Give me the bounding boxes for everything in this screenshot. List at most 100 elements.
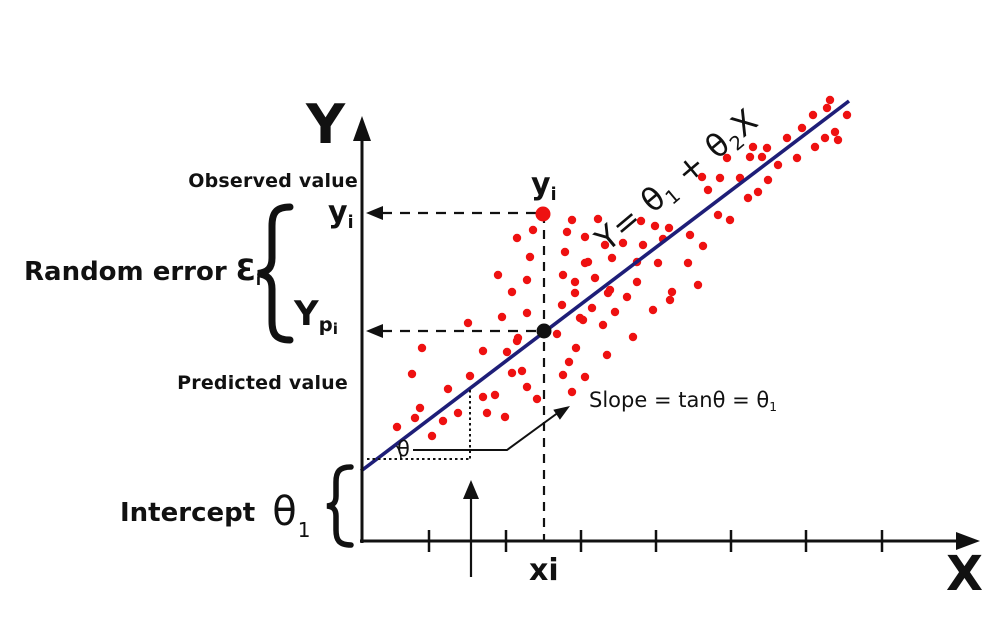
scatter-dot — [453, 408, 463, 418]
epsilon-subscript: i — [255, 270, 262, 289]
y-axis-arrowhead — [353, 116, 371, 141]
scatter-dot — [745, 152, 755, 162]
slope-label: Slope = tanθ = θ1 — [589, 388, 777, 413]
scatter-dot — [753, 187, 763, 197]
scatter-dot — [822, 103, 832, 113]
slope-text: Slope = tanθ = θ — [589, 388, 770, 412]
scatter-dot — [507, 287, 517, 297]
epsilon-symbol: Ɛ — [235, 253, 256, 287]
scatter-dot — [715, 173, 725, 183]
scatter-dot — [773, 160, 783, 170]
scatter-dot — [522, 382, 532, 392]
scatter-dot — [463, 318, 473, 328]
observed-point — [535, 206, 551, 222]
scatter-dot — [557, 300, 567, 310]
scatter-dot — [797, 123, 807, 133]
scatter-dot — [478, 346, 488, 356]
scatter-dot — [525, 252, 535, 262]
scatter-dot — [820, 133, 830, 143]
predicted-point — [536, 323, 552, 339]
scatter-dot — [667, 287, 677, 297]
theta-angle-label: θ — [397, 437, 410, 461]
scatter-dot — [632, 277, 642, 287]
scatter-dot — [522, 275, 532, 285]
scatter-dot — [697, 172, 707, 182]
random-error-brace — [257, 203, 294, 344]
yi-axis-label: yi — [328, 195, 354, 232]
scatter-dot — [810, 142, 820, 152]
scatter-points — [392, 95, 852, 441]
scatter-dot — [590, 273, 600, 283]
scatter-dot — [490, 390, 500, 400]
scatter-dot — [618, 238, 628, 248]
scatter-dot — [528, 225, 538, 235]
scatter-dot — [622, 292, 632, 302]
scatter-dot — [497, 312, 507, 322]
yp-axis-label: Ypi — [294, 294, 338, 337]
scatter-dot — [713, 210, 723, 220]
scatter-dot — [522, 308, 532, 318]
scatter-dot — [648, 305, 658, 315]
scatter-dot — [748, 142, 758, 152]
yp-subsubscript: i — [332, 320, 338, 339]
scatter-dot — [558, 370, 568, 380]
intercept-theta-subscript: 1 — [297, 518, 311, 542]
slope-arrowhead — [553, 406, 570, 420]
x-axis-arrowhead — [956, 532, 980, 550]
scatter-dot — [417, 343, 427, 353]
scatter-dot — [570, 277, 580, 287]
scatter-dot — [478, 392, 488, 402]
scatter-dot — [507, 368, 517, 378]
scatter-dot — [482, 408, 492, 418]
yi-point-label: yi — [531, 170, 557, 204]
scatter-dot — [693, 280, 703, 290]
yi-axis-subscript: i — [347, 212, 354, 233]
scatter-dot — [465, 371, 475, 381]
scatter-dot — [703, 185, 713, 195]
scatter-dot — [603, 288, 613, 298]
scatter-dot — [628, 332, 638, 342]
yi-axis-main: y — [328, 195, 348, 230]
scatter-dot — [743, 193, 753, 203]
theta-angle-arc — [395, 445, 402, 460]
observed-value-label: Observed value — [188, 170, 358, 192]
scatter-dot — [593, 214, 603, 224]
scatter-dot — [763, 175, 773, 185]
scatter-dot — [567, 387, 577, 397]
yp-main: Y — [294, 294, 319, 334]
intercept-brace — [326, 464, 354, 548]
scatter-dot — [392, 422, 402, 432]
scatter-dot — [685, 230, 695, 240]
scatter-dot — [513, 333, 523, 343]
scatter-dot — [517, 366, 527, 376]
regression-line — [359, 99, 851, 473]
scatter-dot — [580, 232, 590, 242]
scatter-dot — [842, 110, 852, 120]
x-axis-ticks — [427, 530, 884, 552]
scatter-dot — [782, 133, 792, 143]
scatter-dot — [438, 416, 448, 426]
yi-subscript: i — [550, 184, 557, 205]
scatter-dot — [762, 143, 772, 153]
xi-label: xi — [529, 553, 559, 588]
intercept-pointer-arrowhead — [463, 480, 479, 499]
scatter-dot — [571, 343, 581, 353]
scatter-dot — [407, 369, 417, 379]
scatter-dot — [558, 270, 568, 280]
scatter-dot — [578, 315, 588, 325]
predicted-arrowhead — [366, 324, 383, 338]
yp-subscript: p — [318, 313, 333, 337]
intercept-label: Intercept θ1 — [120, 488, 310, 540]
random-error-text: Random error — [24, 257, 227, 287]
random-error-label: Random error Ɛi — [24, 253, 261, 288]
scatter-dot — [725, 215, 735, 225]
scatter-dot — [607, 253, 617, 263]
scatter-dot — [653, 258, 663, 268]
scatter-dot — [602, 350, 612, 360]
scatter-dot — [650, 221, 660, 231]
scatter-dot — [587, 303, 597, 313]
predicted-value-label: Predicted value — [177, 372, 348, 394]
scatter-dot — [410, 413, 420, 423]
